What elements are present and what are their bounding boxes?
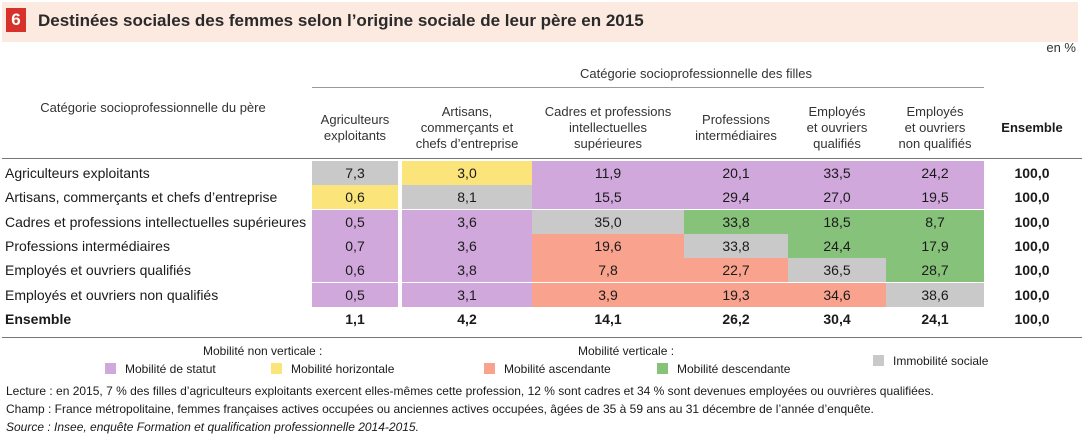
table-cell: 34,6 [788,283,886,307]
father-header: Catégorie socioprofessionnelle du père [40,100,266,115]
table-cell: 27,0 [788,185,886,209]
note-source: Source : Insee, enquête Formation et qua… [6,420,419,434]
legend-item-ascendante: Mobilité ascendante [484,362,611,376]
column-header-agriculteurs: Agriculteurs exploitants [320,112,390,143]
legend-label-immobilite: Immobilité sociale [893,354,989,368]
column-header-artisans: Artisans, commerçants et chefs d’entrepr… [415,104,519,151]
table-cell: 3,1 [402,283,532,307]
table-cell: 20,1 [684,161,788,185]
row-label-artisans-commercants-et-chefs-d-entreprise: Artisans, commerçants et chefs d’entrepr… [5,189,278,205]
legend-label-ascendante: Mobilité ascendante [504,362,611,376]
table-cell: 36,5 [788,258,886,282]
legend-swatch-descendante [657,363,668,374]
table-cell: 7,3 [312,161,398,185]
table-cell: 19,5 [886,185,984,209]
table-cell: 29,4 [684,185,788,209]
table-cell: 100,0 [1014,238,1050,254]
table-cell: 8,7 [886,210,984,234]
table-cell: 3,8 [402,258,532,282]
table-bottom-divider [2,337,1082,338]
table-cell: 8,1 [402,185,532,209]
legend-swatch-immobilite [873,355,884,366]
table-cell: 3,0 [402,161,532,185]
table-cell: 38,6 [886,283,984,307]
column-header-professions-intermediaires: Professions intermédiaires [695,112,777,143]
table-cell: 33,8 [684,210,788,234]
row-label-cadres-et-professions-intellectuelles-superieures: Cadres et professions intellectuelles su… [5,214,307,230]
table-cell: 100,0 [1014,287,1050,303]
table-cell: 0,5 [312,210,398,234]
table-cell: 0,6 [312,185,398,209]
table-cell: 18,5 [788,210,886,234]
row-label-employes-et-ouvriers-non-qualifies: Employés et ouvriers non qualifiés [5,287,219,303]
table-cell: 24,4 [788,234,886,258]
table-cell: 100,0 [1014,311,1050,327]
table-cell: 100,0 [1014,262,1050,278]
figure-title: Destinées sociales des femmes selon l’or… [38,11,644,30]
legend-swatch-statut [105,363,116,374]
table-cell: 4,2 [457,311,477,327]
figure-number-badge: 6 [6,8,26,32]
table-cell: 100,0 [1014,189,1050,205]
row-label-employes-et-ouvriers-qualifies: Employés et ouvriers qualifiés [5,262,191,278]
column-header-ensemble: Ensemble [1001,120,1063,135]
legend-item-immobilite: Immobilité sociale [873,354,988,368]
table-cell: 100,0 [1014,214,1050,230]
table-cell: 22,7 [684,258,788,282]
table-cell: 3,9 [532,283,684,307]
header-divider [2,158,1082,159]
table-cell: 0,5 [312,283,398,307]
column-header-employes-non-qualifies: Employés et ouvriers non qualifiés [898,104,972,151]
note-champ: Champ : France métropolitaine, femmes fr… [6,402,874,416]
table-cell: 0,6 [312,258,398,282]
legend-swatch-ascendante [484,363,495,374]
legend-non-verticale-title: Mobilité non verticale : [203,344,323,358]
unit-label: en % [1046,40,1076,55]
row-label-agriculteurs-exploitants: Agriculteurs exploitants [5,165,150,181]
row-label-professions-intermediaires: Professions intermédiaires [5,238,170,254]
table-cell: 15,5 [532,185,684,209]
note-lecture: Lecture : en 2015, 7 % des filles d’agri… [6,384,934,398]
table-cell: 28,7 [886,258,984,282]
daughters-group-header: Catégorie socioprofessionnelle des fille… [580,66,812,81]
legend-label-descendante: Mobilité descendante [677,362,791,376]
table-cell: 0,7 [312,234,398,258]
column-header-employes-qualifies: Employés et ouvriers qualifiés [806,104,868,151]
table-cell: 26,2 [722,311,750,327]
table-cell: 14,1 [594,311,622,327]
table-cell: 7,8 [532,258,684,282]
column-header-cadres: Cadres et professions intellectuelles su… [544,104,672,151]
group-header-divider [312,87,984,88]
legend-item-descendante: Mobilité descendante [657,362,790,376]
legend-label-horizontale: Mobilité horizontale [291,362,395,376]
row-label-ensemble: Ensemble [5,311,72,327]
table-cell: 24,1 [921,311,949,327]
table-cell: 19,6 [532,234,684,258]
legend-item-statut: Mobilité de statut [105,362,216,376]
table-cell: 17,9 [886,234,984,258]
title-bar: 6 Destinées sociales des femmes selon l’… [2,2,1078,42]
table-cell: 100,0 [1014,165,1050,181]
table-cell: 19,3 [684,283,788,307]
table-cell: 33,5 [788,161,886,185]
table-cell: 24,2 [886,161,984,185]
legend-item-horizontale: Mobilité horizontale [271,362,394,376]
table-cell: 30,4 [823,311,851,327]
table-cell: 1,1 [345,311,365,327]
table-cell: 3,6 [402,234,532,258]
table-cell: 11,9 [532,161,684,185]
table-cell: 35,0 [532,210,684,234]
legend-verticale-title: Mobilité verticale : [578,344,675,358]
legend-swatch-horizontale [271,363,282,374]
table-cell: 3,6 [402,210,532,234]
legend-label-statut: Mobilité de statut [125,362,216,376]
table-cell: 33,8 [684,234,788,258]
